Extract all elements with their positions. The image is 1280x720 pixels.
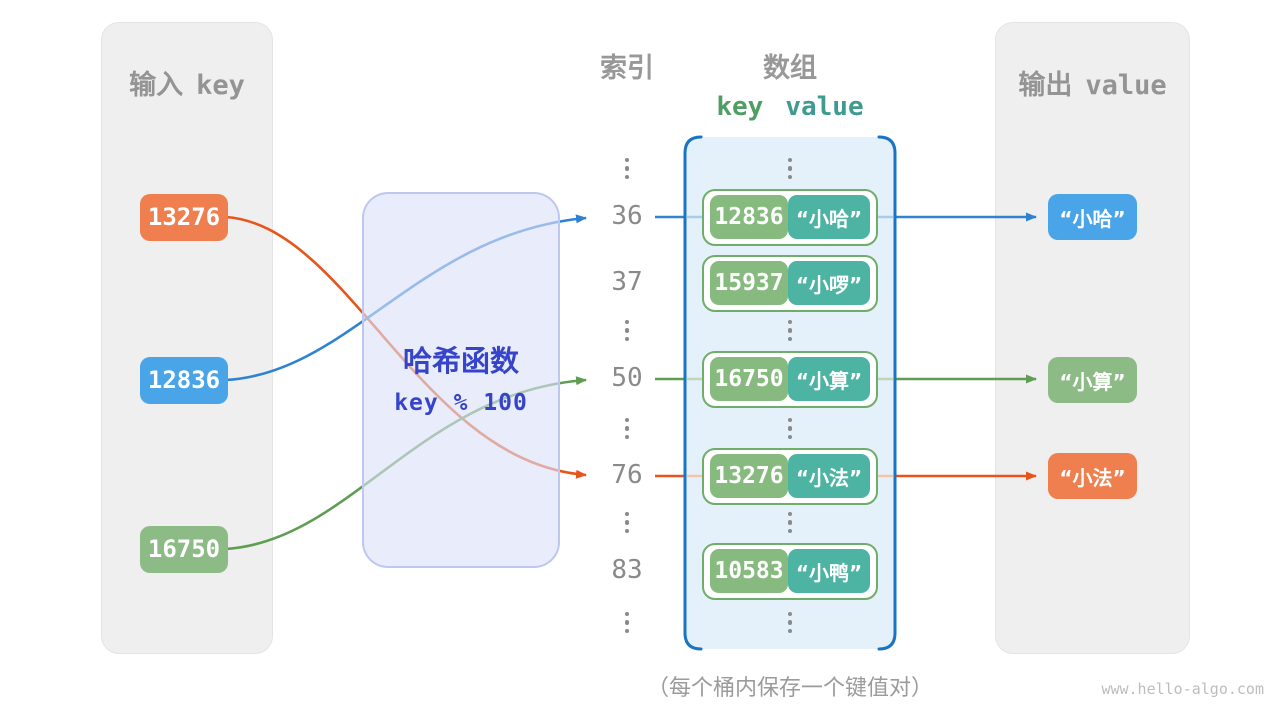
pair-value-cell: “小算” xyxy=(788,357,870,401)
pair-key-cell: 13276 xyxy=(710,454,788,498)
output-panel-title-zh: 输出 xyxy=(1018,70,1073,101)
watermark: www.hello-algo.com xyxy=(1101,680,1264,698)
pair-key-cell: 16750 xyxy=(710,357,788,401)
output-panel: 输出 value xyxy=(995,22,1190,654)
pair-value-cell: “小啰” xyxy=(788,261,870,305)
key-value-header: key value xyxy=(683,92,897,122)
index-value: 83 xyxy=(611,555,643,585)
input-panel-title-zh: 输入 xyxy=(129,70,184,101)
ellipsis-dots xyxy=(624,611,629,633)
ellipsis-dots xyxy=(787,511,792,533)
pair-value-cell: “小哈” xyxy=(788,195,870,239)
pair-row: 12836 “小哈” xyxy=(702,188,878,246)
input-key-box: 12836 xyxy=(140,356,228,404)
caption: （每个桶内保存一个键值对） xyxy=(646,676,933,701)
index-value: 37 xyxy=(611,267,643,297)
output-value-box: “小算” xyxy=(1048,357,1137,403)
index-value: 36 xyxy=(611,201,643,231)
output-panel-title-en: value xyxy=(1085,70,1167,101)
output-value-box: “小哈” xyxy=(1048,194,1137,240)
key-header-label: key xyxy=(716,92,764,122)
pair-value-cell: “小法” xyxy=(788,454,870,498)
pair-row: 13276 “小法” xyxy=(702,447,878,505)
output-panel-title: 输出 value xyxy=(996,63,1189,102)
ellipsis-dots xyxy=(624,511,629,533)
input-panel-title: 输入 key xyxy=(102,63,272,102)
value-header-label: value xyxy=(785,92,864,122)
hash-function-box: 哈希函数 key % 100 xyxy=(362,192,560,568)
input-key-box: 13276 xyxy=(140,193,228,241)
pair-row: 10583 “小鸭” xyxy=(702,542,878,600)
ellipsis-dots xyxy=(624,417,629,439)
pair-key-cell: 12836 xyxy=(710,195,788,239)
pair-key-cell: 15937 xyxy=(710,261,788,305)
hash-function-formula: key % 100 xyxy=(394,390,528,416)
ellipsis-dots xyxy=(787,417,792,439)
ellipsis-dots xyxy=(624,319,629,341)
pair-row: 15937 “小啰” xyxy=(702,254,878,312)
ellipsis-dots xyxy=(787,611,792,633)
pair-row: 16750 “小算” xyxy=(702,350,878,408)
ellipsis-dots xyxy=(787,319,792,341)
input-panel-title-en: key xyxy=(196,70,245,101)
ellipsis-dots xyxy=(624,157,629,179)
ellipsis-dots xyxy=(787,157,792,179)
index-column-header: 索引 xyxy=(600,53,654,84)
index-value: 50 xyxy=(611,363,643,393)
array-column-header: 数组 xyxy=(763,53,817,84)
output-value-box: “小法” xyxy=(1048,453,1137,499)
input-key-box: 16750 xyxy=(140,525,228,573)
index-value: 76 xyxy=(611,460,643,490)
pair-key-cell: 10583 xyxy=(710,549,788,593)
hash-function-title: 哈希函数 xyxy=(402,344,519,378)
pair-value-cell: “小鸭” xyxy=(788,549,870,593)
